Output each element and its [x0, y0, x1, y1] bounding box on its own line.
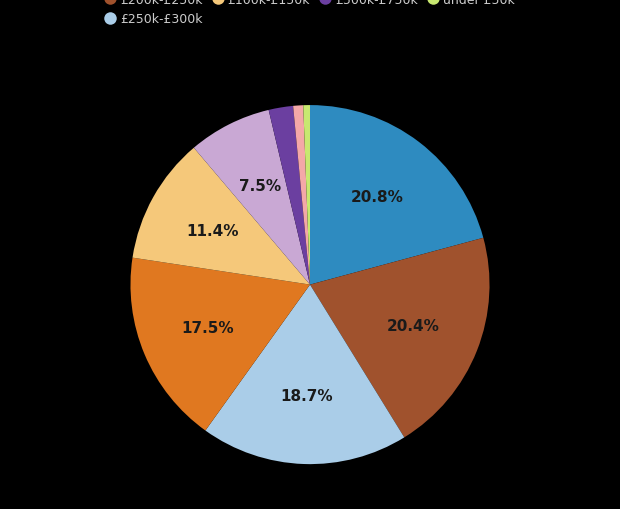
Text: 20.4%: 20.4% — [387, 319, 440, 333]
Text: 18.7%: 18.7% — [280, 388, 332, 404]
Wedge shape — [194, 110, 310, 285]
Text: 20.8%: 20.8% — [351, 189, 404, 204]
Text: 11.4%: 11.4% — [187, 223, 239, 238]
Legend: £300k-£400k, £200k-£250k, £250k-£300k, £150k-£200k, £100k-£150k, £400k-£500k, £5: £300k-£400k, £200k-£250k, £250k-£300k, £… — [99, 0, 521, 33]
Wedge shape — [310, 106, 484, 285]
Wedge shape — [293, 106, 310, 285]
Wedge shape — [130, 258, 310, 431]
Wedge shape — [310, 238, 490, 438]
Wedge shape — [303, 106, 310, 285]
Text: 7.5%: 7.5% — [239, 179, 281, 193]
Wedge shape — [268, 107, 310, 285]
Wedge shape — [205, 285, 404, 464]
Wedge shape — [133, 149, 310, 285]
Text: 17.5%: 17.5% — [181, 321, 234, 335]
